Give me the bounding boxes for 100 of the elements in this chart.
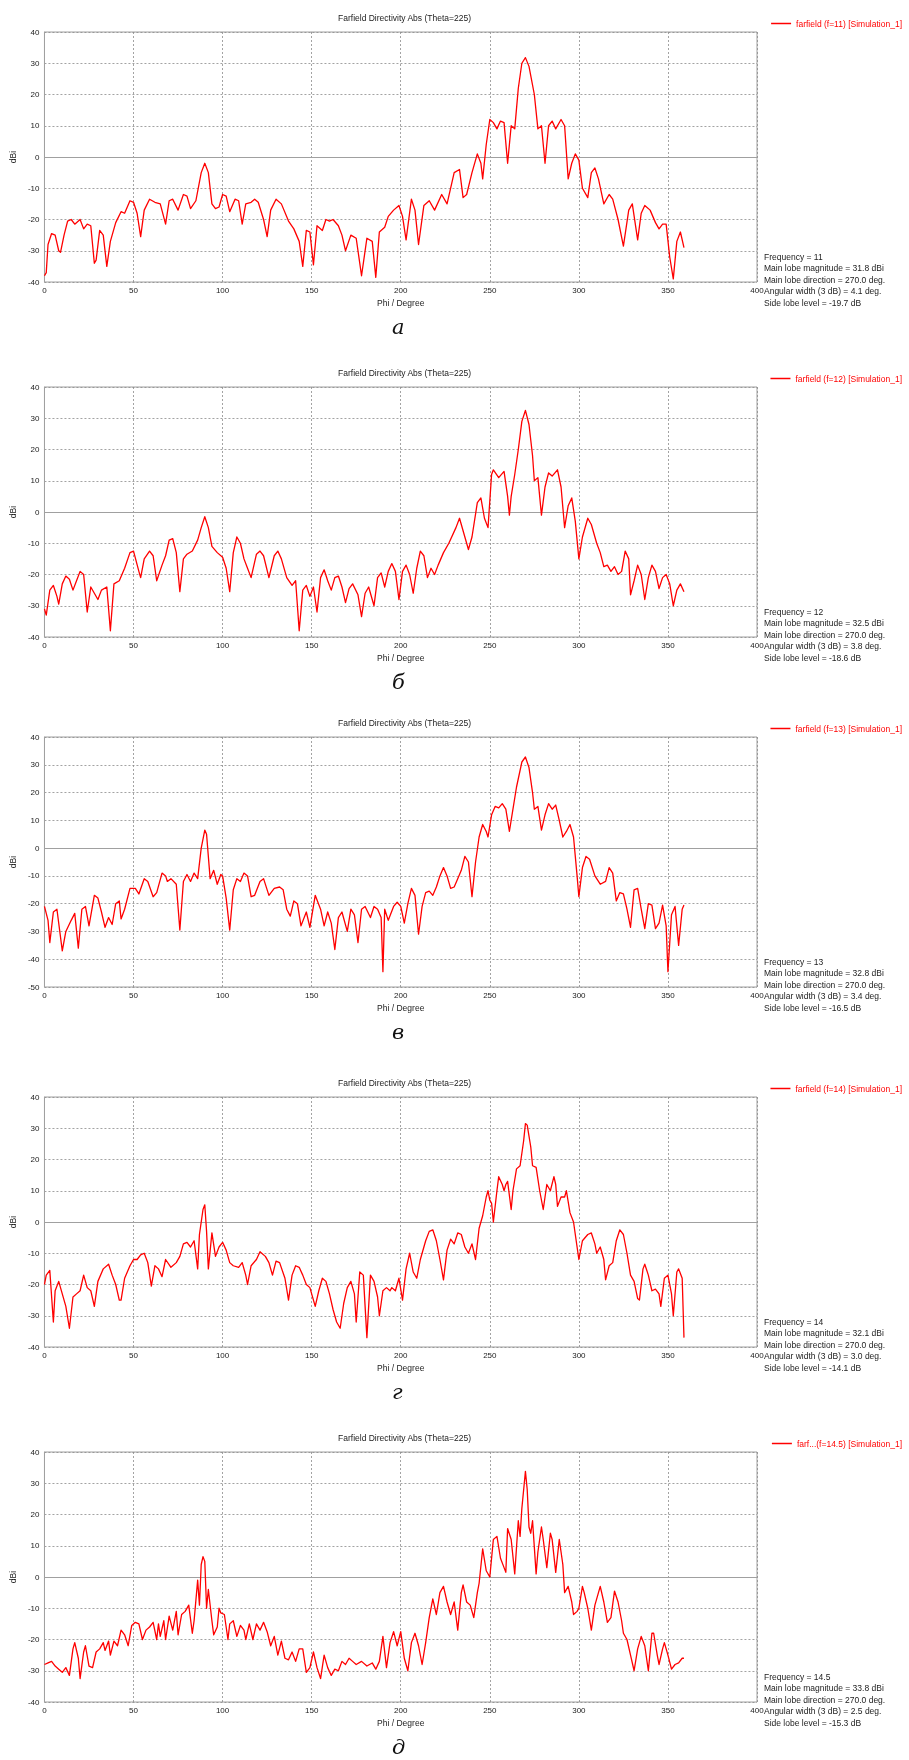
- text: Side lobe level = -16.5 dB: [764, 1002, 862, 1013]
- x-tick-label: 150: [304, 1350, 319, 1360]
- line-series: [43, 756, 685, 973]
- text: Main lobe direction = 270.0 deg.: [764, 1339, 886, 1350]
- x-tick-label: 400: [750, 990, 765, 1000]
- legend-label: farfield (f=11) [Simulation_1]: [796, 18, 903, 29]
- y-axis-title: dBi: [7, 505, 18, 519]
- x-tick-label: 100: [215, 285, 230, 295]
- y-tick-label: -30: [27, 246, 41, 256]
- x-tick-label: 100: [215, 640, 230, 650]
- y-tick-label: 0: [35, 1572, 41, 1582]
- legend-label: farf...(f=14.5) [Simulation_1]: [796, 1438, 902, 1449]
- x-tick-label: 350: [661, 640, 676, 650]
- x-tick-label: 0: [42, 285, 48, 295]
- text: г: [392, 1379, 403, 1404]
- y-tick-label: 10: [30, 1186, 41, 1196]
- y-tick-label: 10: [30, 476, 41, 486]
- chart-title: Farfield Directivity Abs (Theta=225): [338, 1077, 472, 1088]
- x-tick-label: 350: [661, 1350, 676, 1360]
- y-axis-title: dBi: [7, 855, 18, 869]
- line-series: [43, 1470, 685, 1680]
- y-tick-label: -20: [27, 1280, 41, 1289]
- x-tick-label: 300: [572, 1705, 587, 1715]
- x-tick-label: 0: [42, 990, 48, 1000]
- x-tick-label: 50: [129, 1705, 139, 1715]
- x-tick-label: 200: [394, 1705, 408, 1715]
- y-tick-label: -40: [27, 632, 41, 642]
- text: Main lobe magnitude = 32.1 dBi: [764, 1328, 884, 1338]
- y-tick-label: 30: [30, 413, 41, 423]
- y-axis-title: dBi: [7, 150, 18, 164]
- x-axis-title: Phi / Degree: [377, 1003, 425, 1014]
- text: д: [392, 1734, 406, 1759]
- x-tick-label: 0: [42, 640, 48, 650]
- text: Angular width (3 dB) = 3.0 deg.: [764, 1351, 882, 1361]
- x-tick-label: 400: [750, 1350, 765, 1360]
- x-tick-label: 250: [483, 1350, 498, 1360]
- y-tick-label: -10: [27, 183, 41, 193]
- x-tick-label: 50: [129, 990, 139, 1000]
- y-tick-label: -20: [27, 215, 41, 224]
- text: Frequency = 11: [764, 251, 823, 262]
- chart-title: Farfield Directivity Abs (Theta=225): [338, 1432, 472, 1443]
- y-tick-label: -30: [27, 926, 41, 936]
- y-tick-label: 10: [30, 815, 41, 825]
- y-tick-label: 30: [30, 1478, 41, 1488]
- x-tick-label: 350: [661, 1705, 676, 1715]
- y-tick-label: -40: [27, 1342, 41, 1352]
- text: а: [392, 314, 405, 339]
- line-series: [43, 409, 685, 632]
- x-tick-label: 350: [661, 285, 676, 295]
- y-tick-label: 30: [30, 58, 41, 68]
- y-tick-label: 0: [35, 1217, 41, 1227]
- x-tick-label: 200: [394, 285, 408, 295]
- text: Side lobe level = -15.3 dB: [764, 1717, 862, 1728]
- x-tick-label: 100: [215, 990, 230, 1000]
- y-tick-label: 20: [30, 90, 41, 99]
- chart-title: Farfield Directivity Abs (Theta=225): [338, 12, 472, 23]
- text: б: [392, 669, 405, 694]
- x-tick-label: 150: [304, 1705, 319, 1715]
- x-tick-label: 50: [129, 640, 139, 650]
- text: Main lobe magnitude = 31.8 dBi: [764, 263, 884, 273]
- x-tick-label: 300: [572, 285, 587, 295]
- x-tick-label: 150: [304, 285, 319, 295]
- y-tick-label: 0: [35, 152, 41, 162]
- y-tick-label: -20: [27, 899, 41, 909]
- chart-title: Farfield Directivity Abs (Theta=225): [338, 367, 472, 378]
- y-tick-label: -10: [27, 538, 41, 548]
- text: Main lobe direction = 270.0 deg.: [764, 979, 886, 990]
- y-tick-label: 10: [30, 121, 41, 131]
- y-tick-label: -30: [27, 1666, 41, 1676]
- y-tick-label: -30: [27, 1311, 41, 1321]
- y-tick-label: -40: [27, 277, 41, 287]
- x-tick-label: 50: [129, 1350, 139, 1360]
- line-series: [43, 56, 685, 280]
- text: Main lobe magnitude = 33.8 dBi: [764, 1683, 884, 1693]
- x-tick-label: 150: [304, 640, 319, 650]
- y-axis-title: dBi: [7, 1570, 18, 1584]
- y-tick-label: 40: [30, 27, 41, 37]
- x-tick-label: 200: [394, 640, 408, 650]
- x-tick-label: 250: [483, 990, 498, 1000]
- x-tick-label: 300: [572, 640, 587, 650]
- x-tick-label: 400: [750, 1705, 765, 1715]
- text: Main lobe direction = 270.0 deg.: [764, 629, 886, 640]
- text: Angular width (3 dB) = 2.5 deg.: [764, 1706, 882, 1716]
- y-tick-label: 0: [35, 507, 41, 517]
- x-tick-label: 0: [42, 1705, 48, 1715]
- y-tick-label: 20: [30, 1510, 41, 1519]
- text: Frequency = 12: [764, 606, 824, 617]
- x-tick-label: 200: [394, 990, 408, 1000]
- y-tick-label: 40: [30, 1447, 41, 1457]
- y-tick-label: 40: [30, 1092, 41, 1102]
- y-tick-label: 20: [30, 445, 41, 454]
- y-tick-label: -10: [27, 871, 41, 881]
- text: Side lobe level = -19.7 dB: [764, 297, 862, 308]
- y-tick-label: -50: [27, 982, 41, 992]
- y-tick-label: -10: [27, 1248, 41, 1258]
- y-axis-title: dBi: [7, 1215, 18, 1229]
- text: Frequency = 13: [764, 956, 824, 967]
- x-axis-title: Phi / Degree: [377, 298, 425, 309]
- text: Main lobe magnitude = 32.5 dBi: [764, 618, 884, 628]
- y-tick-label: 10: [30, 1541, 41, 1551]
